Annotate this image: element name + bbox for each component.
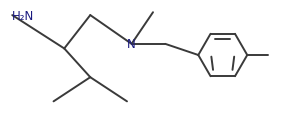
Text: H₂N: H₂N (12, 9, 35, 22)
Text: N: N (127, 38, 136, 51)
